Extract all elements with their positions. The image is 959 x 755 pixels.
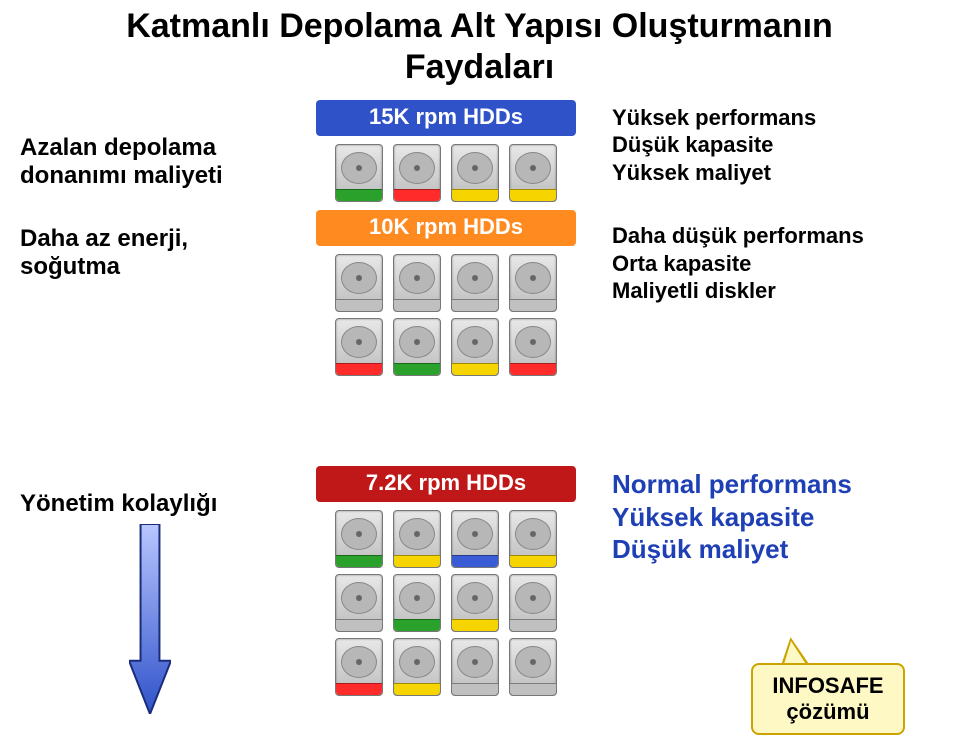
hdd-drive-icon <box>335 510 383 568</box>
tier-label-10k: 10K rpm HDDs <box>316 210 576 246</box>
hdd-drive-icon <box>335 318 383 376</box>
hdd-drive-icon <box>451 510 499 568</box>
lower-left-column: Yönetim kolaylığı <box>20 466 280 719</box>
hdd-drive-icon <box>393 510 441 568</box>
r-mid-l3: Maliyetli diskler <box>612 278 776 303</box>
hdd-drive-icon <box>509 144 557 202</box>
hdd-drive-icon <box>393 144 441 202</box>
hdd-drive-icon <box>509 254 557 312</box>
tier-15k-grid <box>335 144 557 202</box>
tier-label-7k: 7.2K rpm HDDs <box>316 466 576 502</box>
hdd-drive-icon <box>451 144 499 202</box>
hdd-drive-icon <box>335 574 383 632</box>
hdd-drive-icon <box>509 510 557 568</box>
tier-label-15k: 15K rpm HDDs <box>316 100 576 136</box>
left-text-block-1: Azalan depolama donanımı maliyeti <box>20 134 280 192</box>
r-bot-l1: Normal performans <box>612 469 852 499</box>
page-title: Katmanlı Depolama Alt Yapısı Oluşturmanı… <box>20 6 939 88</box>
left-text-block-2: Daha az enerji, soğutma <box>20 225 280 281</box>
hdd-drive-icon <box>393 574 441 632</box>
hdd-drive-icon <box>451 318 499 376</box>
title-line-1: Katmanlı Depolama Alt Yapısı Oluşturmanı… <box>126 7 833 45</box>
upper-columns: Azalan depolama donanımı maliyeti Daha a… <box>20 100 939 376</box>
left-text-bottom: Yönetim kolaylığı <box>20 490 217 518</box>
callout-line-2: çözümü <box>786 699 869 724</box>
hdd-drive-icon <box>335 254 383 312</box>
left-b1-l2: donanımı maliyeti <box>20 162 223 189</box>
upper-left-column: Azalan depolama donanımı maliyeti Daha a… <box>20 100 280 282</box>
hdd-drive-icon <box>393 638 441 696</box>
hdd-drive-icon <box>509 574 557 632</box>
right-text-tier-10k: Daha düşük performans Orta kapasite Mali… <box>612 222 939 305</box>
upper-middle-column: 15K rpm HDDs 10K rpm HDDs <box>296 100 596 376</box>
r-bot-l3: Düşük maliyet <box>612 534 788 564</box>
hdd-drive-icon <box>335 144 383 202</box>
r-top-l2: Düşük kapasite <box>612 132 773 157</box>
r-top-l3: Yüksek maliyet <box>612 160 771 185</box>
right-text-tier-7k: Normal performans Yüksek kapasite Düşük … <box>612 468 939 566</box>
r-mid-l1: Daha düşük performans <box>612 223 864 248</box>
hdd-drive-icon <box>393 318 441 376</box>
slide: Katmanlı Depolama Alt Yapısı Oluşturmanı… <box>0 0 959 755</box>
left-b1-l1: Azalan depolama <box>20 134 216 161</box>
hdd-drive-icon <box>451 638 499 696</box>
upper-right-column: Yüksek performans Düşük kapasite Yüksek … <box>612 100 939 305</box>
hdd-drive-icon <box>393 254 441 312</box>
hdd-drive-icon <box>451 254 499 312</box>
r-mid-l2: Orta kapasite <box>612 251 751 276</box>
hdd-drive-icon <box>509 638 557 696</box>
lower-right-column: Normal performans Yüksek kapasite Düşük … <box>612 466 939 566</box>
title-line-2: Faydaları <box>405 48 554 86</box>
hdd-drive-icon <box>451 574 499 632</box>
callout-line-1: INFOSAFE <box>772 673 883 698</box>
hdd-drive-icon <box>509 318 557 376</box>
hdd-drive-icon <box>335 638 383 696</box>
r-top-l1: Yüksek performans <box>612 105 816 130</box>
tier-10k-grid <box>335 254 557 376</box>
lower-middle-column: 7.2K rpm HDDs <box>296 466 596 696</box>
infosafe-callout: INFOSAFE çözümü <box>751 663 905 735</box>
down-arrow-icon <box>129 524 171 719</box>
tier-7k-grid <box>335 510 557 696</box>
r-bot-l2: Yüksek kapasite <box>612 502 814 532</box>
right-text-tier-15k: Yüksek performans Düşük kapasite Yüksek … <box>612 104 939 187</box>
